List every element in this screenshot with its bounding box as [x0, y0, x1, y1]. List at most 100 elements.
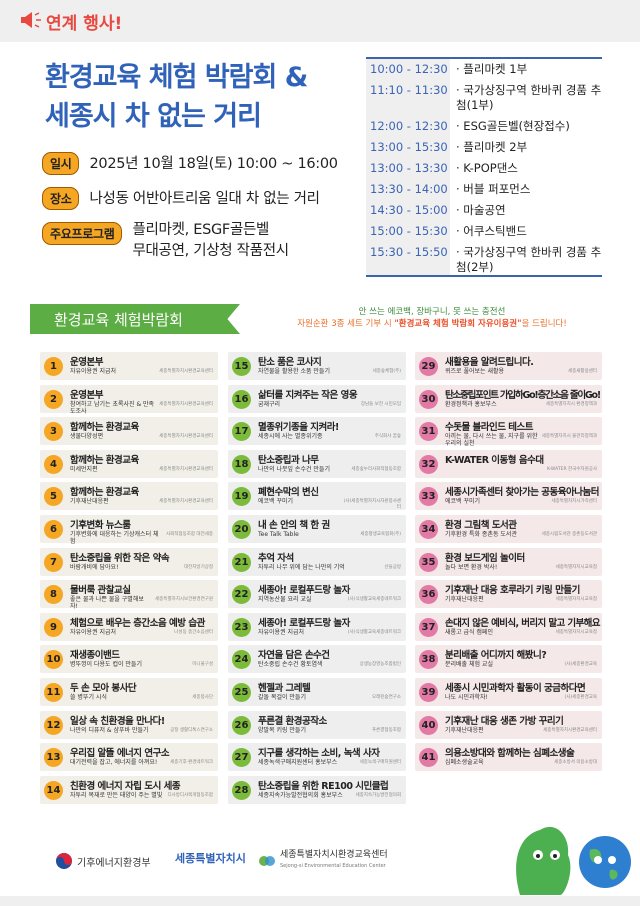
booth-meta: 기후재난대응편 세종특별자치시환경교육센터 — [445, 727, 597, 734]
booth-title: 탄소중립을 위한 RE100 시민클럽 — [258, 780, 389, 792]
booth-organizer: 세종기후·환경네트워크 — [170, 760, 213, 766]
booth-meta: 참여하고 남기는 초록사진 & 만족도조사 세종특별자치시환경교육센터 — [70, 401, 213, 415]
booth-card: 17 멸종위기종을 지켜라! 세종시에 사는 멸종위기종 주식회사 꿈숲 — [228, 417, 406, 446]
booth-card: 25 헨젤과 그레텔 갈돌 목걸이 만들기 오래된숲연구소 — [228, 677, 406, 706]
booth-organizer: 장남들 보전 시민모임 — [360, 401, 401, 407]
booth-card: 31 수돗물 블라인드 테스트 아끼는 물, 다시 쓰는 물, 지구를 위한 우리의… — [415, 417, 602, 447]
booth-number: 30 — [419, 389, 438, 409]
booth-number: 23 — [232, 617, 251, 637]
booth-organizer: 세종시립도서관 종촌동도서관 — [541, 531, 597, 537]
footer-logos: 기후에너지환경부 세종특별자치시 세종특별자치시환경교육센터 Sejong-si … — [0, 850, 640, 880]
booth-subtitle: 분리배출 체험 교실 — [445, 661, 493, 669]
booth-number: 17 — [232, 422, 251, 442]
booth-title: 함께하는 환경교육 — [70, 422, 139, 434]
booth-organizer: 세종특별자치시가족센터 — [551, 499, 597, 505]
ministry-logo: 기후에너지환경부 — [55, 852, 151, 870]
schedule-time: 11:10 - 11:30 — [370, 83, 448, 97]
sejong-name: 세종특별자치시 — [175, 852, 246, 865]
booth-subtitle: 환경정책과 홍보부스 — [445, 400, 497, 408]
booth-number: 8 — [44, 585, 63, 605]
booth-subtitle: 참여하고 남기는 초록사진 & 만족도조사 — [70, 400, 155, 415]
header-label: 연계 행사! — [46, 14, 123, 34]
booth-title: 운영본부 — [70, 357, 103, 368]
notice-line-2c: 을 드립니다! — [521, 319, 567, 329]
booth-organizer: 세종특별자치시교육청 — [555, 629, 597, 635]
schedule-event: · 어쿠스틱밴드 — [456, 224, 527, 238]
booth-organizer: 세종새활용센터 — [568, 369, 597, 374]
booth-number: 25 — [232, 682, 251, 702]
booth-organizer: 대전지방기상청 — [184, 564, 213, 570]
booth-card: 33 세종시가족센터 찾아가는 공동육아나눔터 에코백 꾸미기 세종특별자치시가족센터 — [415, 482, 602, 511]
schedule-row: 12:00 - 12:30 · ESG골든벨(현장접수) — [366, 116, 602, 137]
booth-card: 29 새활용을 알려드립니다. 퀴즈로 풀어보는 새활용 세종새활용센터 — [415, 352, 602, 380]
booth-meta: 아끼는 물, 다시 쓰는 물, 지구를 위한 우리의 실천 세종특별자치시 물관리… — [445, 433, 597, 447]
donation-notice: 안 쓰는 에코백, 장바구니, 못 쓰는 충전선 자원순환 3종 세트 기부 시… — [252, 306, 612, 330]
booth-number: 11 — [44, 682, 63, 702]
booth-subtitle: 나만의 나뭇잎 손수건 만들기 — [258, 465, 330, 473]
booth-subtitle: 기후재난대응편 — [445, 596, 484, 604]
booth-card: 23 세종아! 로컬푸드랑 놀자 자유이용권 지급처 (사)식생활교육세종네트워크 — [228, 612, 406, 641]
booth-card: 20 내 손 안의 책 한 권 Tee Talk Table 세종평생교육협회(주) — [228, 514, 406, 543]
booth-subtitle: 나도 시민과학자! — [445, 693, 488, 701]
booth-organizer: 세종녹색구매지원센터 — [359, 760, 401, 766]
booth-card: 2 운영본부 참여하고 남기는 초록사진 & 만족도조사 세종특별자치시환경교육센터 — [40, 384, 218, 415]
booth-organizer: 세종특별자치시환경교육센터 — [159, 434, 213, 440]
booth-column-1: 1 운영본부 자유이용권 지급처 세종특별자치시환경교육센터 2 운영본부 참여하고 남기는… — [40, 352, 218, 808]
schedule-event: · 버블 퍼포먼스 — [456, 182, 531, 196]
booth-number: 21 — [232, 552, 251, 572]
booth-number: 10 — [44, 650, 63, 670]
booth-title: 내 손 안의 책 한 권 — [258, 519, 330, 531]
booth-subtitle: 갈돌 목걸이 만들기 — [258, 693, 306, 701]
schedule-event: · 국가상징구역 한바퀴 경품 추첨(2부) — [456, 245, 602, 274]
place-tag: 장소 — [42, 187, 80, 210]
booth-title: K-WATER 이동형 음수대 — [445, 454, 544, 466]
booth-meta: 놀다 보면 환경 박사! 세종특별자치시교육청 — [445, 564, 597, 571]
booth-meta: 양말목 키링 만들기 푸른결협동조합 — [258, 727, 401, 734]
booth-subtitle: 에코백 꾸미기 — [445, 498, 481, 506]
booth-title: 세종아! 로컬푸드랑 놀자 — [258, 617, 350, 629]
booth-meta: 자유이용권 지급처 세종특별자치시환경교육센터 — [70, 368, 213, 375]
booth-card: 7 탄소중립을 위한 작은 약속 바람개비에 담아요! 대전지방기상청 — [40, 547, 218, 576]
booth-card: 37 손대지 않은 예비식, 버리지 말고 기부해요 새롬고 급식 캠페인 세종특별자… — [415, 612, 602, 641]
booth-card: 41 의용소방대와 함께하는 심폐소생술 심폐소생술교육 세종소방서 의용소방대 — [415, 743, 602, 772]
schedule-row: 11:10 - 11:30 · 국가상징구역 한바퀴 경품 추첨(1부) — [366, 80, 602, 116]
booth-subtitle: 굼재구리 — [258, 400, 281, 408]
booth-number: 31 — [419, 422, 438, 442]
booth-meta: 지역농산물 요리 교실 (사)식생활교육세종네트워크 — [258, 596, 401, 603]
booth-column-2: 15 탄소 품은 코사지 자연물을 활용한 소품 만들기 세종숲체험(주) 16 삶터를 … — [228, 352, 406, 808]
booth-title: 일상 속 친환경을 만나다! — [70, 715, 165, 727]
booth-organizer: (사)식생활교육세종네트워크 — [347, 597, 401, 603]
booth-number: 32 — [419, 454, 438, 474]
booth-card: 19 폐현수막의 변신 에코백 꾸미기 (사)세종특별자치시자원봉사센터 — [228, 482, 406, 511]
booth-subtitle: 자유이용권 지급처 — [258, 628, 305, 636]
booth-card: 12 일상 속 친환경을 만나다! 나만의 디퓨저 & 샴푸바 만들기 공정 생활디톡… — [40, 710, 218, 739]
info-place: 장소 나성동 어반아트리움 일대 차 없는 거리 — [42, 187, 320, 210]
booth-organizer: 세종특별자치시환경교육센터 — [159, 401, 213, 407]
booth-organizer: 나성동 층간소음센터 — [174, 629, 213, 635]
booth-meta: 바람개비에 담아요! 대전지방기상청 — [70, 564, 213, 571]
booth-title: 함께하는 환경교육 — [70, 487, 139, 499]
booth-meta: 분리배출 체험 교실 (사)세종환경교육 — [445, 661, 597, 668]
booth-organizer: 세종봉사단 — [192, 694, 213, 700]
booth-title: 환경 보드게임 놀이터 — [445, 552, 525, 564]
booth-number: 40 — [419, 715, 438, 735]
booth-organizer: (사)세종환경교육 — [564, 662, 598, 668]
booth-subtitle: 병뚜껑이 다용도 컵이 만들기 — [70, 661, 142, 669]
section-banner: 환경교육 체험박람회 — [30, 304, 240, 334]
schedule-time: 14:30 - 15:00 — [370, 203, 448, 217]
booth-card: 26 푸른결 환경공작소 양말목 키링 만들기 푸른결협동조합 — [228, 710, 406, 739]
booth-card: 13 우리집 알뜰 에너지 연구소 대기전력을 잡고, 에너지를 아껴요! 세종기후·… — [40, 743, 218, 772]
booth-meta: 굼재구리 장남들 보전 시민모임 — [258, 401, 401, 408]
booth-title: 지구를 생각하는 소비, 녹색 사자 — [258, 748, 380, 760]
notice-line-2a: 자원순환 3종 세트 기부 시 — [297, 319, 395, 329]
booth-organizer: 세종특별자치시교육청 — [555, 597, 597, 603]
booth-organizer: 세종특별자치시보건환경연구원 — [155, 597, 213, 603]
booth-title: 세종아! 로컬푸드랑 놀자 — [258, 585, 350, 597]
booth-card: 10 재생종이밴드 병뚜껑이 다용도 컵이 만들기 미니물구성 — [40, 645, 218, 674]
booth-card: 40 기후재난 대응 생존 가방 꾸리기 기후재난대응편 세종특별자치시환경교육센터 — [415, 710, 602, 739]
booth-card: 21 추억 자석 자투리 나무 위에 담는 나만의 기억 산들공방 — [228, 547, 406, 576]
center-logo: 세종특별자치시환경교육센터 Sejong-si Environmental Edu… — [258, 850, 388, 871]
booth-title: 폐현수막의 변신 — [258, 487, 319, 499]
booth-meta: 대기전력을 잡고, 에너지를 아껴요! 세종기후·환경네트워크 — [70, 759, 213, 766]
booth-subtitle: 세종시에 사는 멸종위기종 — [258, 433, 323, 441]
